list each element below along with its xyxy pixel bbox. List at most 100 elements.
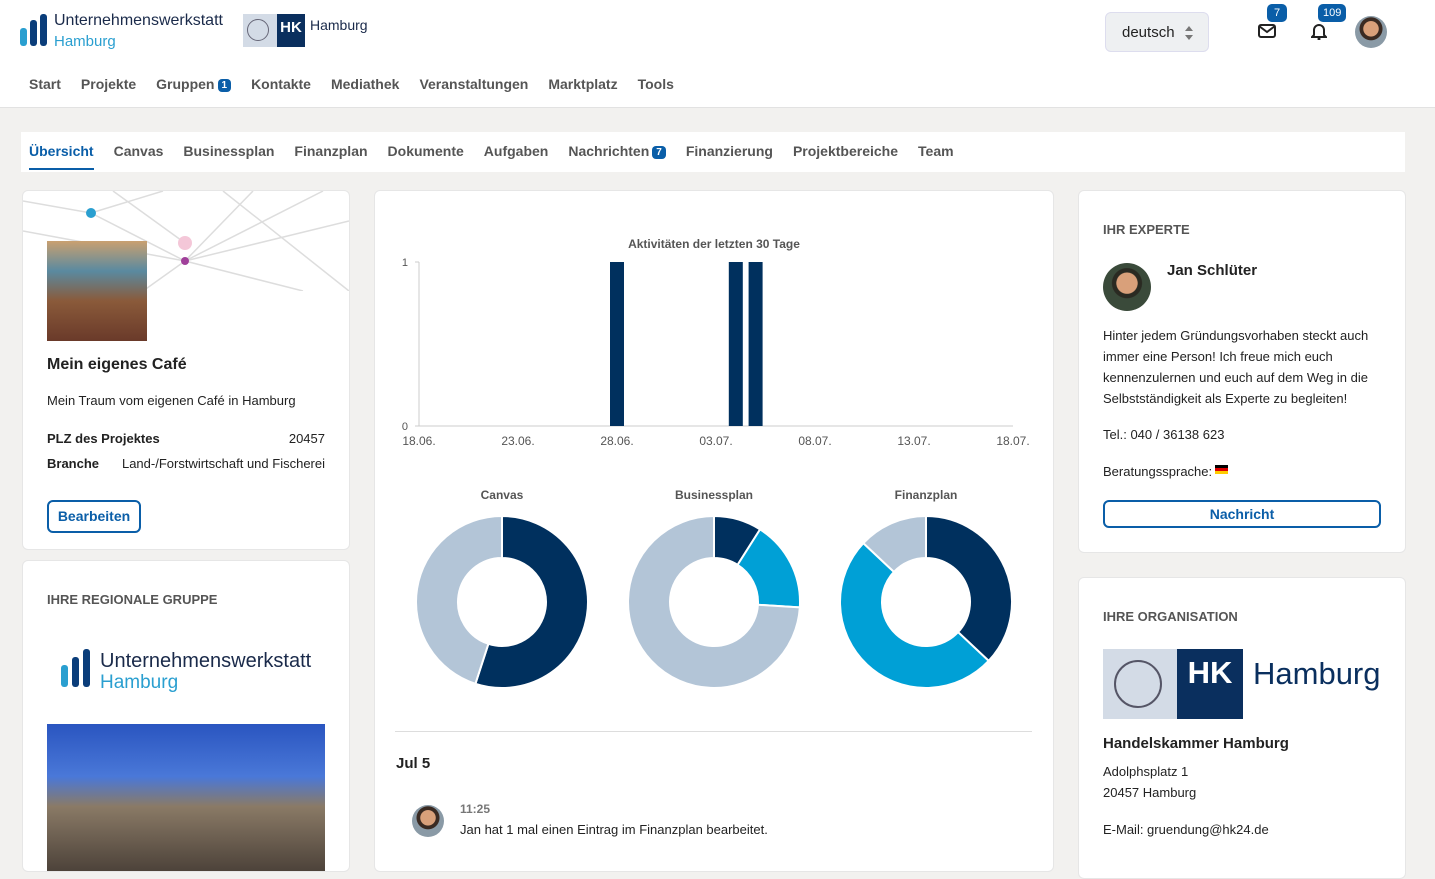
- donut-segment: [926, 516, 1012, 661]
- field-label: PLZ des Projektes: [47, 431, 160, 446]
- partner-seal: [247, 19, 269, 41]
- org-logo-seal-area: [1103, 649, 1177, 719]
- nav-item[interactable]: Kontakte: [251, 76, 311, 92]
- message-button[interactable]: Nachricht: [1103, 500, 1381, 528]
- donut-title: Businessplan: [675, 488, 753, 502]
- divider: [395, 731, 1032, 732]
- expert-heading: IHR EXPERTE: [1103, 222, 1190, 237]
- nav-item[interactable]: Mediathek: [331, 76, 399, 92]
- tab-badge: 7: [652, 146, 666, 159]
- org-seal: [1114, 660, 1162, 708]
- bar: [749, 262, 763, 426]
- tab[interactable]: Team: [918, 143, 954, 170]
- partner-city: Hamburg: [310, 17, 368, 33]
- org-logo-short: HK: [1177, 649, 1243, 719]
- language-select[interactable]: deutsch: [1105, 12, 1209, 52]
- activity-card: Aktivitäten der letzten 30 Tage 0 1 18.06. 2…: [374, 190, 1054, 872]
- group-image: [47, 724, 325, 872]
- organization-card: IHRE ORGANISATION HK Hamburg Handelskamm…: [1078, 577, 1406, 879]
- tabs: Übersicht Canvas Businessplan Finanzplan…: [29, 143, 954, 170]
- bar: [729, 262, 743, 426]
- tab-bar: Übersicht Canvas Businessplan Finanzplan…: [21, 132, 1405, 172]
- brand-name: Unternehmenswerkstatt: [54, 12, 223, 30]
- page: Unternehmenswerkstatt Hamburg HK Hamburg…: [0, 0, 1435, 853]
- project-description: Mein Traum vom eigenen Café in Hamburg: [47, 393, 296, 408]
- entry-text: Jan hat 1 mal einen Eintrag im Finanzpla…: [460, 822, 768, 837]
- flag-de: [1215, 465, 1228, 474]
- partner-logo: HK: [243, 14, 305, 47]
- tab[interactable]: Canvas: [114, 143, 164, 170]
- expert-bio: Hinter jedem Gründungsvorhaben steckt au…: [1103, 325, 1383, 409]
- tab[interactable]: Aufgaben: [484, 143, 549, 170]
- partner-short: HK: [277, 14, 305, 47]
- expert-name: Jan Schlüter: [1167, 262, 1257, 279]
- notifications-badge: 109: [1318, 4, 1346, 22]
- nav-item[interactable]: Start: [29, 76, 61, 92]
- header: Unternehmenswerkstatt Hamburg HK Hamburg…: [0, 0, 1435, 108]
- expert-card: IHR EXPERTE Jan Schlüter Hinter jedem Gr…: [1078, 190, 1406, 553]
- charts: Aktivitäten der letzten 30 Tage 0 1 18.06. 2…: [375, 191, 1053, 736]
- x-tick-label: 28.06.: [600, 434, 633, 448]
- bell-icon[interactable]: [1311, 22, 1327, 40]
- org-name: Handelskammer Hamburg: [1103, 735, 1289, 752]
- language-label: deutsch: [1122, 24, 1175, 41]
- nav-label: Gruppen: [156, 76, 214, 92]
- project-image: [47, 241, 147, 341]
- donut-title: Canvas: [481, 488, 524, 502]
- timeline-date: Jul 5: [396, 755, 430, 772]
- tab-label: Nachrichten: [568, 143, 649, 159]
- expert-language-label: Beratungssprache:: [1103, 464, 1212, 479]
- group-card: IHRE REGIONALE GRUPPE Unternehmenswerkst…: [22, 560, 350, 872]
- group-brand-name: Unternehmenswerkstatt: [100, 650, 311, 673]
- group-heading: IHRE REGIONALE GRUPPE: [47, 592, 217, 607]
- expert-avatar: [1103, 263, 1151, 311]
- messages-badge: 7: [1267, 4, 1287, 22]
- user-avatar[interactable]: [1355, 16, 1387, 48]
- edit-button[interactable]: Bearbeiten: [47, 500, 141, 533]
- nav-badge: 1: [218, 79, 232, 92]
- x-tick-label: 08.07.: [798, 434, 831, 448]
- brand-logo: [20, 14, 50, 48]
- tab[interactable]: Übersicht: [29, 143, 94, 170]
- donut-title: Finanzplan: [895, 488, 958, 502]
- project-card: Mein eigenes Café Mein Traum vom eigenen…: [22, 190, 350, 550]
- nav-item[interactable]: Marktplatz: [548, 76, 617, 92]
- field-value: Land-/Forstwirtschaft und Fischerei: [122, 456, 325, 471]
- select-arrows: [1184, 25, 1194, 41]
- nav-item[interactable]: Projekte: [81, 76, 136, 92]
- chart-title: Aktivitäten der letzten 30 Tage: [628, 237, 800, 251]
- x-tick-label: 18.06.: [402, 434, 435, 448]
- entry-avatar: [412, 805, 444, 837]
- organization-heading: IHRE ORGANISATION: [1103, 609, 1238, 624]
- org-email: E-Mail: gruendung@hk24.de: [1103, 822, 1269, 837]
- x-tick-label: 03.07.: [699, 434, 732, 448]
- tab[interactable]: Nachrichten7: [568, 143, 665, 170]
- expert-phone: Tel.: 040 / 36138 623: [1103, 427, 1224, 442]
- tab[interactable]: Dokumente: [388, 143, 464, 170]
- bar: [610, 262, 624, 426]
- x-tick-label: 23.06.: [501, 434, 534, 448]
- y-tick-label: 0: [402, 421, 408, 433]
- group-brand-city: Hamburg: [100, 672, 178, 694]
- brand-city: Hamburg: [54, 33, 116, 50]
- field-label: Branche: [47, 456, 99, 471]
- x-tick-label: 13.07.: [897, 434, 930, 448]
- tab[interactable]: Businessplan: [183, 143, 274, 170]
- org-street: Adolphsplatz 1: [1103, 764, 1188, 779]
- tab[interactable]: Projektbereiche: [793, 143, 898, 170]
- tab[interactable]: Finanzierung: [686, 143, 773, 170]
- org-city: 20457 Hamburg: [1103, 785, 1196, 800]
- nav-item[interactable]: Gruppen 1: [156, 76, 231, 92]
- org-logo-city: Hamburg: [1253, 656, 1381, 692]
- y-tick-label: 1: [402, 257, 408, 269]
- mail-icon[interactable]: [1258, 24, 1276, 38]
- group-logo: [61, 649, 95, 689]
- tab[interactable]: Finanzplan: [294, 143, 367, 170]
- nav-item[interactable]: Veranstaltungen: [419, 76, 528, 92]
- entry-time: 11:25: [460, 802, 490, 816]
- x-tick-label: 18.07.: [996, 434, 1029, 448]
- main-nav: Start Projekte Gruppen 1 Kontakte Mediath…: [29, 76, 674, 92]
- project-title: Mein eigenes Café: [47, 356, 187, 374]
- field-value: 20457: [289, 431, 325, 446]
- nav-item[interactable]: Tools: [638, 76, 674, 92]
